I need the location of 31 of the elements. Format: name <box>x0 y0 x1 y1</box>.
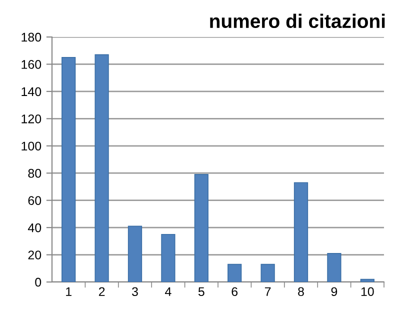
bar <box>161 234 176 282</box>
bar <box>360 278 374 282</box>
y-tick-label: 20 <box>28 250 42 260</box>
x-tick-label: 9 <box>331 287 338 296</box>
y-tick-label: 160 <box>22 60 42 69</box>
x-tick-label: 2 <box>98 287 105 296</box>
bar <box>228 264 242 282</box>
x-tick-label: 7 <box>264 287 271 296</box>
bar <box>327 252 342 282</box>
x-tick-label: 8 <box>298 287 304 296</box>
bar <box>128 226 142 282</box>
bar <box>62 56 76 282</box>
y-tick-label: 180 <box>22 32 42 42</box>
y-tick-label: 100 <box>22 142 42 151</box>
bar <box>260 264 275 282</box>
y-tick-label: 40 <box>28 223 42 232</box>
y-tick-label: 60 <box>28 196 42 205</box>
x-tick-label: 4 <box>165 287 172 296</box>
x-tick-label: 10 <box>361 287 374 296</box>
y-tick-label: 0 <box>35 278 42 287</box>
x-tick-label: 3 <box>132 287 138 296</box>
y-tick-label: 80 <box>28 168 42 178</box>
x-tick-label: 1 <box>66 287 72 296</box>
chart-title: numero di citazioni <box>210 14 385 28</box>
bar <box>194 174 208 282</box>
x-tick-label: 5 <box>198 287 204 296</box>
y-tick-label: 120 <box>22 114 42 124</box>
x-tick-label: 6 <box>232 287 238 296</box>
y-tick-label: 140 <box>22 87 42 96</box>
bar <box>94 54 109 282</box>
bar <box>294 182 308 282</box>
